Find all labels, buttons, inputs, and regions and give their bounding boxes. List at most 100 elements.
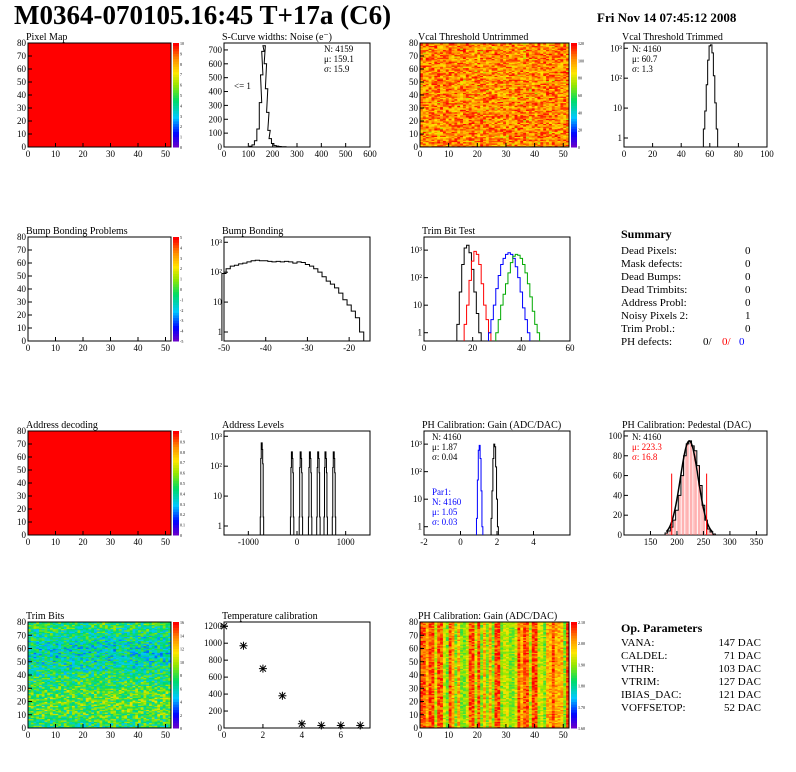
heatmap-cell xyxy=(471,131,475,134)
heatmap-cell xyxy=(528,59,533,62)
heatmap-cell xyxy=(531,124,536,127)
chart-title: S-Curve widths: Noise (e⁻) xyxy=(222,32,332,43)
heatmap-cell xyxy=(534,92,538,95)
heatmap-cell xyxy=(514,144,518,147)
stat-mean: μ: 1.87 xyxy=(432,442,458,452)
heatmap-cell xyxy=(434,87,438,89)
heatmap-cell xyxy=(434,100,438,102)
heatmap-cell xyxy=(428,67,432,70)
heatmap-cell xyxy=(508,75,513,78)
x-tick-label: 0 xyxy=(622,149,627,159)
heatmap-cell xyxy=(420,97,424,100)
heatmap-cell xyxy=(457,66,461,69)
heatmap-cell xyxy=(557,95,561,97)
heatmap-cell xyxy=(477,56,481,58)
heatmap-cell xyxy=(96,722,100,725)
chart-title: Vcal Threshold Trimmed xyxy=(622,32,723,43)
heatmap-cell xyxy=(99,724,103,726)
heatmap-cell xyxy=(488,96,493,98)
colorbar-cell xyxy=(173,110,179,114)
y-tick-label: 100 xyxy=(609,431,623,441)
heatmap-cell xyxy=(454,76,458,79)
heatmap-cell xyxy=(431,91,435,93)
heatmap-cell xyxy=(503,96,507,98)
heatmap-cell xyxy=(465,50,470,53)
heatmap-cell xyxy=(548,75,553,78)
heatmap-cell xyxy=(534,82,538,84)
heatmap-cell xyxy=(563,72,567,75)
heatmap-cell xyxy=(454,88,458,91)
heatmap-cell xyxy=(491,127,495,130)
heatmap-cell xyxy=(494,58,498,61)
heatmap-cell xyxy=(531,48,536,50)
heatmap-cell xyxy=(554,106,558,109)
x-tick-label: -20 xyxy=(343,343,355,353)
x-tick-label: 500 xyxy=(339,149,353,159)
heatmap-cell xyxy=(437,79,441,82)
heatmap-cell xyxy=(457,92,461,95)
heatmap-cell xyxy=(428,53,432,56)
heatmap-cell xyxy=(566,127,570,130)
heatmap-cell xyxy=(520,70,524,72)
heatmap-cell xyxy=(445,104,450,106)
heatmap-cell xyxy=(494,134,498,136)
colorbar-cell xyxy=(173,263,179,267)
heatmap-cell xyxy=(505,127,510,130)
heatmap-cell xyxy=(534,141,538,144)
heatmap-cell xyxy=(440,74,444,76)
heatmap-cell xyxy=(451,117,455,119)
heatmap-cell xyxy=(540,124,544,127)
heatmap-cell xyxy=(465,70,470,72)
heatmap-cell xyxy=(483,114,487,117)
heatmap-cell xyxy=(534,111,538,114)
heatmap-cell xyxy=(511,91,515,93)
heatmap-cell xyxy=(121,725,125,728)
heatmap-cell xyxy=(531,111,536,114)
heatmap-cell xyxy=(428,126,432,128)
heatmap-cell xyxy=(477,87,481,89)
heatmap-cell xyxy=(428,98,432,101)
heatmap-cell xyxy=(460,75,464,78)
heatmap-cell xyxy=(508,50,513,53)
heatmap-cell xyxy=(454,72,458,75)
heatmap-cell xyxy=(462,137,467,140)
heatmap-cell xyxy=(440,102,444,105)
heatmap-cell xyxy=(548,50,553,53)
heatmap-cell xyxy=(457,56,461,58)
heatmap-cell xyxy=(508,92,513,95)
heatmap-cell xyxy=(471,95,475,97)
heatmap-cell xyxy=(508,113,513,115)
heatmap-cell xyxy=(534,66,538,69)
heatmap-cell xyxy=(457,124,461,127)
heatmap-cell xyxy=(425,124,429,127)
heatmap-cell xyxy=(437,70,441,72)
heatmap-cell xyxy=(517,144,521,147)
heatmap-cell xyxy=(437,131,441,134)
heatmap-cell xyxy=(537,143,541,145)
heatmap-cell xyxy=(517,108,521,110)
heatmap-cell xyxy=(557,58,561,61)
heatmap-cell xyxy=(468,83,472,85)
heatmap-cell xyxy=(468,128,472,131)
heatmap-cell xyxy=(531,58,536,61)
heatmap-cell xyxy=(422,101,427,104)
heatmap-cell xyxy=(546,69,550,71)
heatmap-cell xyxy=(39,724,43,726)
heatmap-cell xyxy=(505,115,510,118)
heatmap-cell xyxy=(460,124,464,127)
heatmap-cell xyxy=(526,44,530,46)
heatmap-cell xyxy=(425,43,429,45)
heatmap-cell xyxy=(488,52,493,54)
colorbar-label: 9 xyxy=(180,51,182,56)
x-tick-label: -50 xyxy=(218,343,230,353)
heatmap-cell xyxy=(508,97,513,100)
heatmap-cell xyxy=(425,72,429,75)
heatmap-cell xyxy=(420,89,424,92)
heatmap-cell xyxy=(483,61,487,63)
heatmap-cell xyxy=(480,139,484,141)
heatmap-cell xyxy=(465,126,470,128)
heatmap-cell xyxy=(537,54,541,57)
heatmap-cell xyxy=(434,119,438,122)
heatmap-cell xyxy=(425,114,429,117)
